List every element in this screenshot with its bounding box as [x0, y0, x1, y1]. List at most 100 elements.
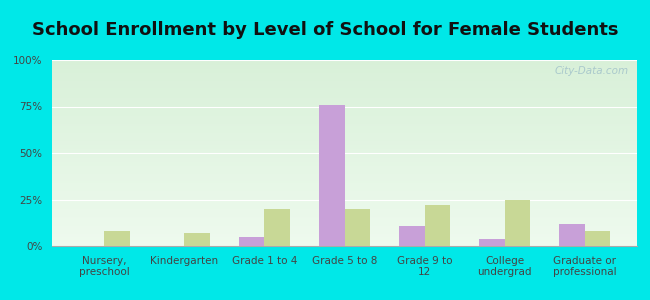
Bar — [399, 226, 424, 246]
Bar — [52, 73, 637, 74]
Bar — [52, 86, 637, 87]
Bar — [52, 166, 637, 167]
Bar — [52, 141, 637, 142]
Bar — [52, 163, 637, 164]
Bar — [52, 62, 637, 63]
Bar — [52, 118, 637, 119]
Bar — [52, 217, 637, 218]
Bar — [52, 237, 637, 238]
Bar — [52, 77, 637, 78]
Bar — [52, 178, 637, 179]
Bar — [559, 224, 585, 246]
Bar — [52, 164, 637, 165]
Bar — [52, 79, 637, 80]
Bar — [52, 161, 637, 162]
Bar — [52, 242, 637, 243]
Bar — [52, 224, 637, 225]
Bar — [52, 134, 637, 135]
Bar — [52, 107, 637, 108]
Bar — [52, 144, 637, 145]
Bar — [52, 158, 637, 159]
Bar — [52, 100, 637, 101]
Bar — [52, 229, 637, 230]
Bar — [52, 119, 637, 120]
Bar — [52, 238, 637, 239]
Bar — [52, 81, 637, 82]
Bar — [52, 243, 637, 244]
Bar — [52, 78, 637, 79]
Bar — [52, 159, 637, 160]
Bar — [52, 149, 637, 150]
Bar — [52, 145, 637, 146]
Bar — [52, 117, 637, 118]
Bar — [52, 180, 637, 181]
Bar — [52, 95, 637, 96]
Bar — [52, 239, 637, 240]
Bar — [52, 189, 637, 190]
Bar — [52, 98, 637, 99]
Bar — [52, 126, 637, 127]
Bar — [52, 196, 637, 197]
Bar — [52, 130, 637, 131]
Bar — [52, 103, 637, 104]
Bar — [52, 115, 637, 116]
Bar — [52, 234, 637, 235]
Bar — [52, 106, 637, 107]
Bar — [52, 155, 637, 156]
Bar — [52, 162, 637, 163]
Bar — [52, 187, 637, 188]
Bar — [52, 92, 637, 94]
Bar — [52, 225, 637, 226]
Bar — [52, 71, 637, 72]
Bar — [52, 129, 637, 130]
Bar — [52, 147, 637, 148]
Bar — [52, 101, 637, 102]
Bar — [52, 204, 637, 205]
Bar — [52, 216, 637, 217]
Bar — [52, 135, 637, 136]
Bar — [52, 160, 637, 161]
Bar — [52, 152, 637, 153]
Bar — [52, 176, 637, 177]
Bar — [52, 235, 637, 236]
Bar — [52, 185, 637, 187]
Bar — [52, 139, 637, 140]
Bar — [424, 205, 450, 246]
Bar — [52, 112, 637, 113]
Bar — [52, 96, 637, 97]
Bar — [52, 203, 637, 204]
Bar — [344, 209, 370, 246]
Bar — [52, 111, 637, 112]
Text: School Enrollment by Level of School for Female Students: School Enrollment by Level of School for… — [32, 21, 618, 39]
Bar — [52, 84, 637, 85]
Bar — [52, 231, 637, 232]
Bar — [52, 138, 637, 139]
Bar — [52, 157, 637, 158]
Bar — [52, 232, 637, 233]
Bar — [52, 172, 637, 173]
Bar — [52, 245, 637, 246]
Bar — [52, 150, 637, 151]
Bar — [104, 231, 130, 246]
Bar — [52, 153, 637, 154]
Bar — [479, 238, 504, 246]
Bar — [52, 137, 637, 138]
Bar — [52, 198, 637, 199]
Bar — [52, 207, 637, 208]
Bar — [52, 233, 637, 234]
Bar — [52, 76, 637, 77]
Bar — [52, 208, 637, 209]
Bar — [52, 192, 637, 193]
Bar — [52, 227, 637, 228]
Bar — [52, 154, 637, 155]
Bar — [52, 195, 637, 196]
Bar — [52, 240, 637, 241]
Bar — [52, 168, 637, 169]
Bar — [52, 142, 637, 143]
Bar — [52, 85, 637, 86]
Bar — [52, 75, 637, 76]
Bar — [52, 82, 637, 83]
Bar — [52, 171, 637, 172]
Bar — [52, 68, 637, 69]
Bar — [585, 231, 610, 246]
